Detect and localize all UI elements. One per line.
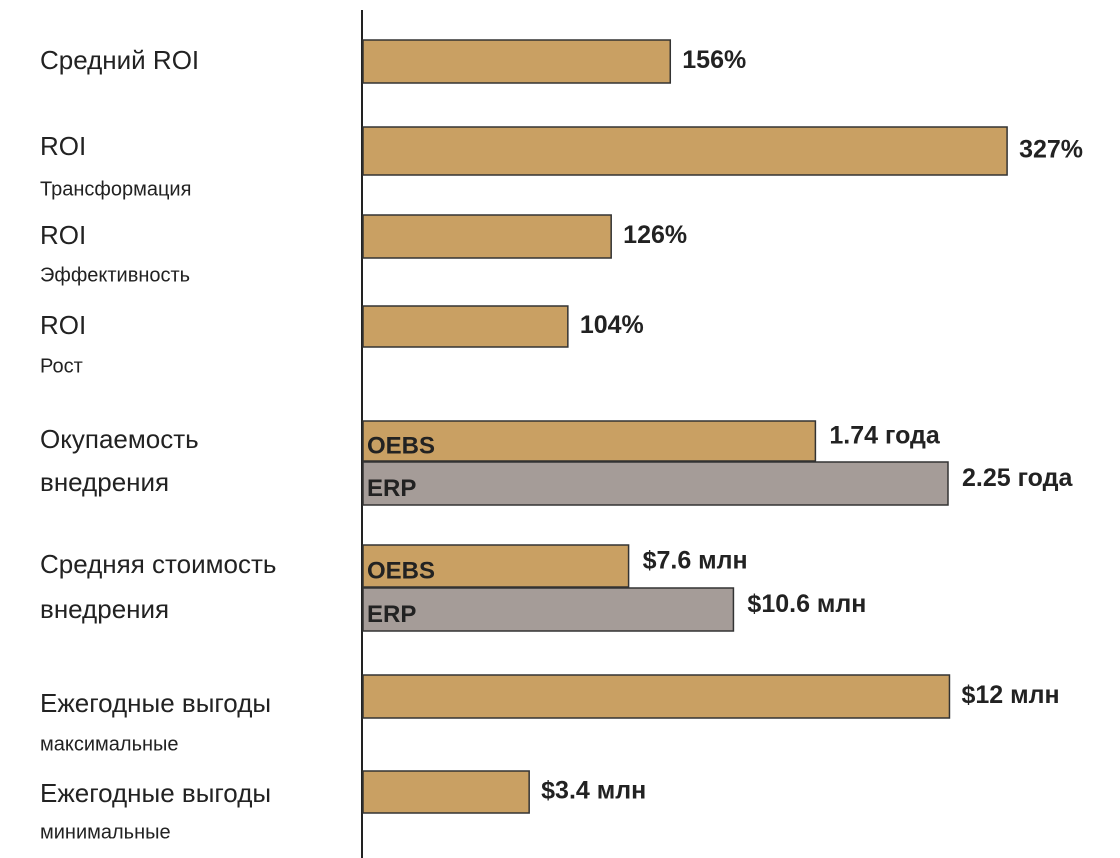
series-name: ERP [367,601,416,628]
category-label: Средний ROI [40,45,199,75]
subcategory-label: максимальные [40,733,179,755]
series-name: OEBS [367,557,435,584]
value-label: 156% [682,46,746,74]
value-label: 104% [580,311,644,339]
category-label: Ежегодные выгоды [40,688,271,718]
bar [362,770,530,814]
bar [362,544,630,588]
bar [362,39,672,84]
series-name: ERP [367,475,416,502]
value-label: 126% [623,221,687,249]
category-label: ROI [40,310,86,340]
bar [362,420,817,462]
value-label: $12 млн [961,681,1059,709]
category-label: ROI [40,131,86,161]
category-label: внедрения [40,467,169,497]
value-label: $10.6 млн [747,590,866,618]
category-label: ROI [40,220,86,250]
value-label: 327% [1019,136,1083,164]
bar [362,214,612,259]
bar [362,461,949,506]
subcategory-label: Рост [40,355,83,377]
category-label: внедрения [40,594,169,624]
category-label: Окупаемость [40,424,199,454]
subcategory-label: Трансформация [40,178,191,200]
value-label: $3.4 млн [541,777,646,805]
series-name: OEBS [367,432,435,459]
value-label: 1.74 года [829,422,940,450]
value-label: $7.6 млн [643,547,748,575]
bar [362,674,951,719]
bar [362,587,735,632]
bar [362,305,569,348]
subcategory-label: минимальные [40,821,171,843]
subcategory-label: Эффективность [40,264,190,286]
category-label: Средняя стоимость [40,549,276,579]
value-label: 2.25 года [962,464,1073,492]
bar [362,126,1008,176]
category-label: Ежегодные выгоды [40,778,271,808]
